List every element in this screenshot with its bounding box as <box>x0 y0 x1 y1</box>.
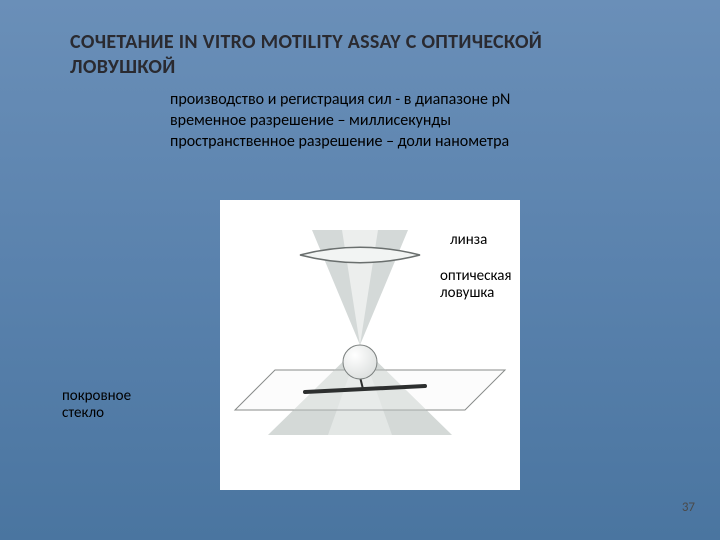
label-optical-trap: оптическая ловушка <box>440 268 540 301</box>
bullet-line: производство и регистрация сил - в диапа… <box>170 90 580 111</box>
label-lens: линза <box>450 232 510 249</box>
bullet-line: временное разрешение – миллисекунды <box>170 111 580 132</box>
page-number: 37 <box>682 500 695 515</box>
slide-title: СОЧЕТАНИЕ IN VITRO MOTILITY ASSAY С ОПТИ… <box>70 30 630 80</box>
label-coverslip: покровное стекло <box>62 388 172 421</box>
bullet-line: пространственное разрешение – доли наном… <box>170 132 580 153</box>
bullet-list: производство и регистрация сил - в диапа… <box>170 90 580 152</box>
